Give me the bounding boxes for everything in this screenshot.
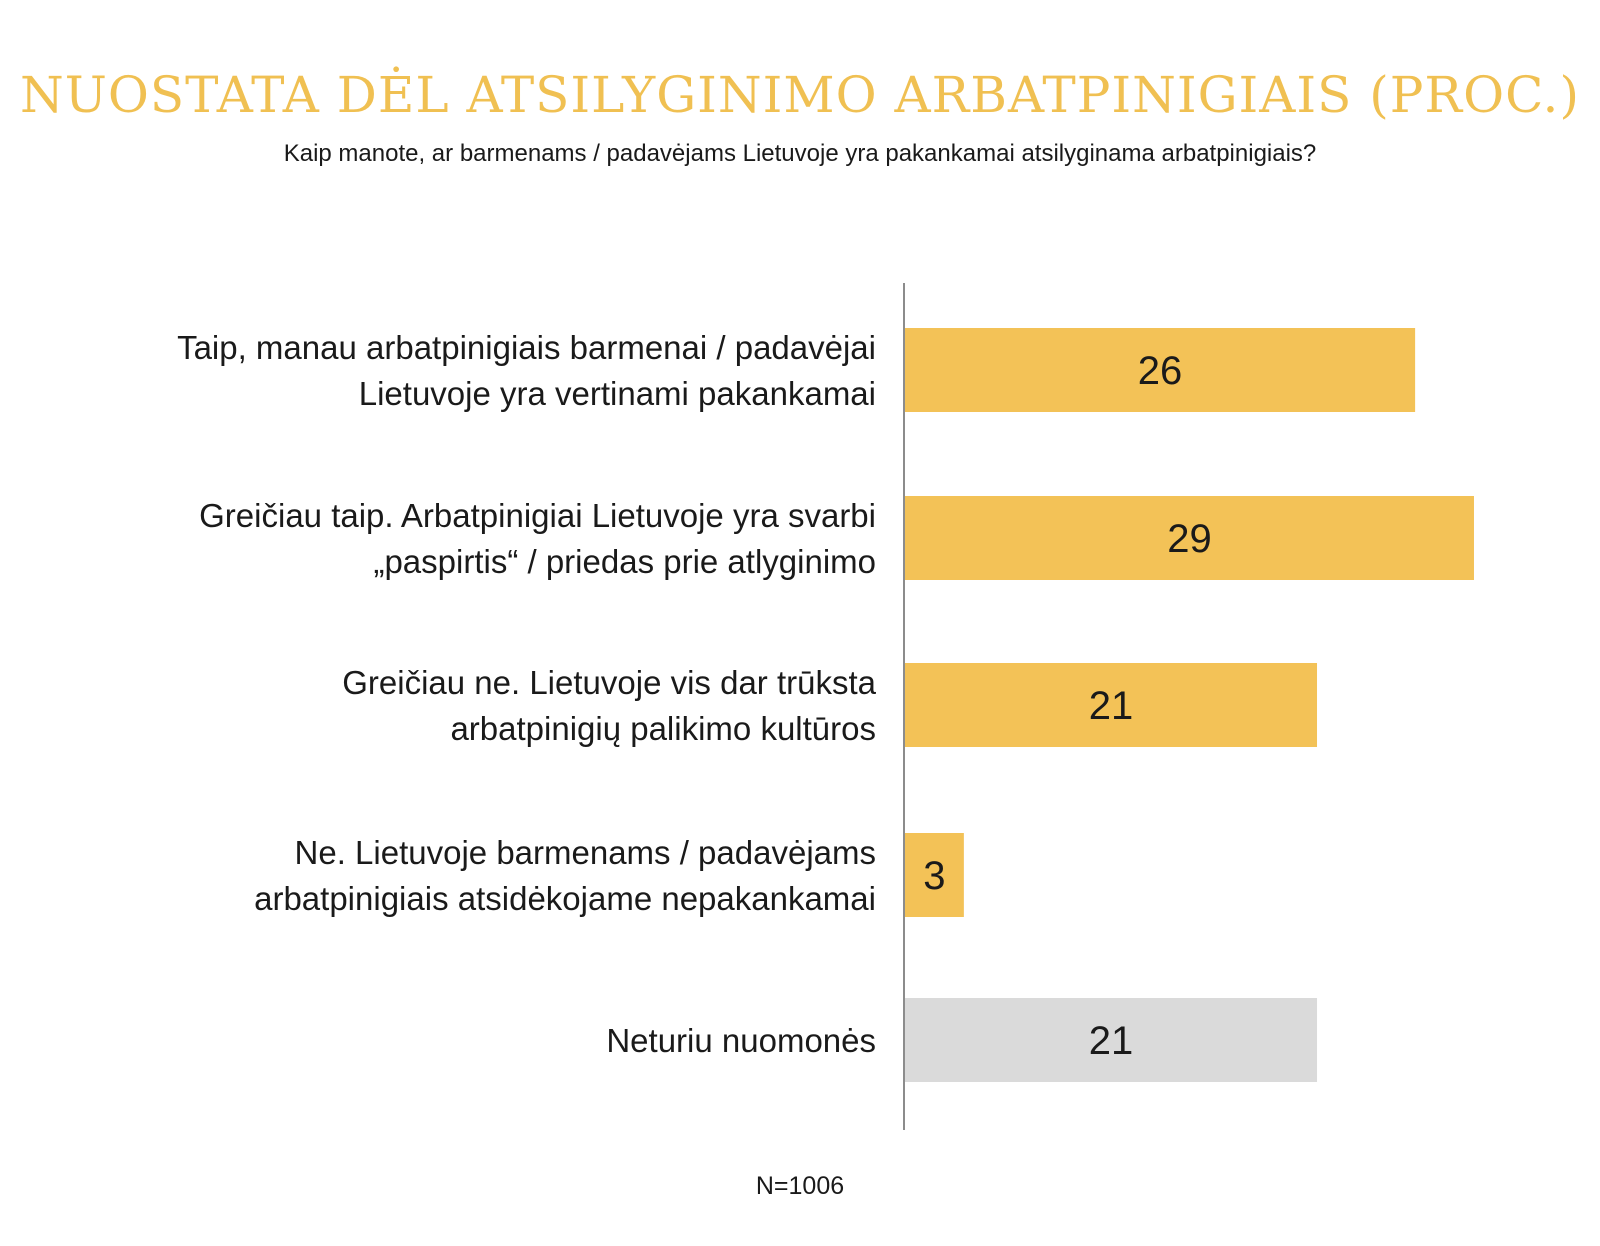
category-label-1-line-2: Lietuvoje yra vertinami pakankamai — [359, 375, 876, 412]
bar-3 — [905, 663, 1318, 747]
bar-value-label-5: 21 — [1089, 1019, 1134, 1063]
category-label-2-line-1: Greičiau taip. Arbatpinigiai Lietuvoje y… — [199, 497, 876, 534]
chart-title: NUOSTATA DĖL ATSILYGINIMO ARBATPINIGIAIS… — [20, 66, 1580, 124]
category-label-1-line-1: Taip, manau arbatpinigiais barmenai / pa… — [177, 329, 876, 366]
bar-value-label-4: 3 — [923, 854, 945, 898]
bar-value-label-3: 21 — [1089, 684, 1134, 728]
category-label-5-line-1: Neturiu nuomonės — [606, 1022, 876, 1059]
bar-1 — [905, 328, 1416, 412]
category-label-3-line-2: arbatpinigių palikimo kultūros — [450, 710, 876, 747]
bar-5 — [905, 998, 1318, 1082]
bar-value-label-1: 26 — [1138, 349, 1183, 393]
bar-value-label-2: 29 — [1167, 517, 1212, 561]
bar-4 — [905, 833, 964, 917]
bar-2 — [905, 496, 1474, 580]
category-label-4-line-2: arbatpinigiais atsidėkojame nepakankamai — [254, 880, 876, 917]
chart-subtitle: Kaip manote, ar barmenams / padavėjams L… — [283, 140, 1317, 167]
sample-size-note: N=1006 — [755, 1172, 845, 1200]
category-label-3-line-1: Greičiau ne. Lietuvoje vis dar trūksta — [342, 664, 876, 701]
bars-group: 26 Taip, manau arbatpinigiais barmenai / … — [177, 328, 1474, 1082]
category-label-4-line-1: Ne. Lietuvoje barmenams / padavėjams — [295, 834, 876, 871]
category-label-2-line-2: „paspirtis“ / priedas prie atlyginimo — [373, 543, 876, 580]
